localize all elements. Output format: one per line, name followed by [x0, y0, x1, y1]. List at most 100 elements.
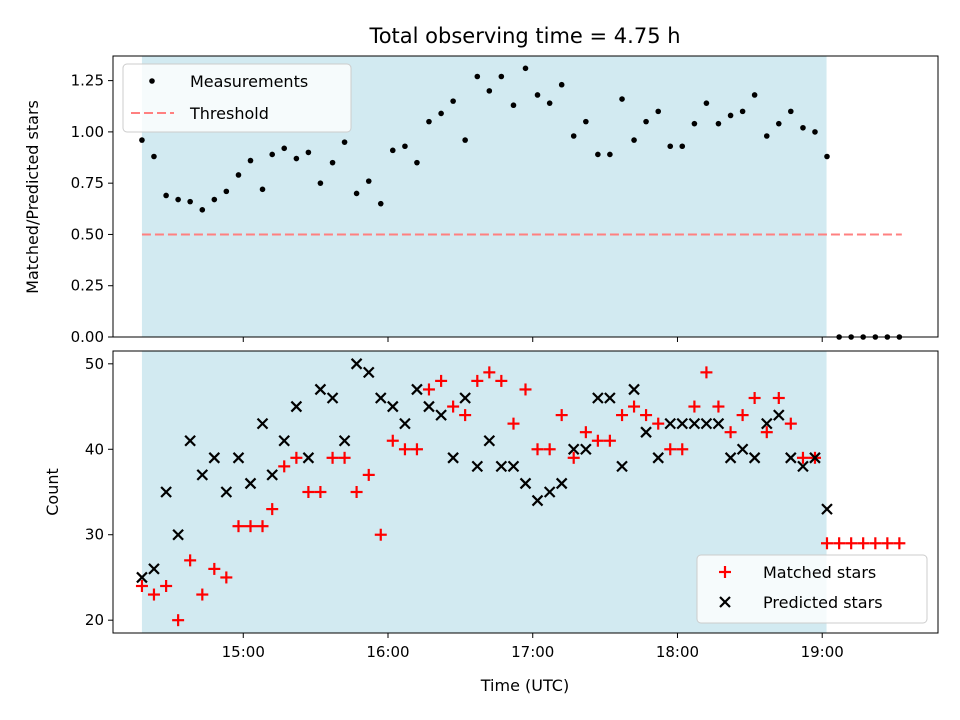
matched-star-point [893, 537, 906, 550]
measurement-point [643, 118, 649, 125]
matched-star-point [459, 409, 472, 422]
measurement-point [247, 157, 254, 164]
matched-star-point [833, 537, 846, 550]
measurement-point [259, 186, 266, 193]
predicted-star-point [423, 400, 435, 413]
top-y-axis-ticks: 0.00 0.25 0.50 0.75 1.00 1.25 [71, 72, 113, 346]
y-tick-label: 0.00 [71, 328, 104, 346]
top-y-axis-label: Matched/Predicted stars [23, 100, 42, 294]
measurement-point [619, 96, 625, 102]
legend-predicted-label: Predicted stars [763, 593, 883, 612]
predicted-star-point [411, 383, 423, 396]
predicted-star-point [374, 392, 387, 404]
predicted-star-point [232, 452, 245, 464]
predicted-star-point [447, 452, 459, 464]
matched-star-point [640, 409, 653, 422]
measurement-point [341, 139, 348, 145]
legend-measurements-label: Measurements [190, 72, 308, 91]
measurement-point [510, 102, 517, 109]
predicted-star-point [196, 469, 209, 481]
predicted-star-point [184, 434, 196, 447]
predicted-star-point [700, 417, 713, 430]
predicted-star-point [471, 460, 484, 473]
matched-star-point [688, 400, 701, 413]
legend-threshold-label: Threshold [189, 104, 269, 123]
matched-star-point [422, 383, 435, 396]
predicted-star-point [483, 434, 496, 447]
legend-matched-marker [719, 566, 731, 578]
y-tick-label: 30 [85, 526, 104, 544]
predicted-star-point [495, 460, 508, 473]
y-tick-label: 1.00 [71, 123, 104, 141]
predicted-star-point [160, 486, 172, 498]
predicted-star-point [136, 571, 148, 584]
x-tick-label: 15:00 [222, 643, 265, 661]
measurement-point [498, 73, 505, 80]
predicted-star-point [362, 366, 375, 379]
measurement-point [631, 137, 637, 143]
measurement-point [703, 100, 710, 106]
top-panel: 0.00 0.25 0.50 0.75 1.00 1.25 Matched/Predict… [23, 55, 939, 346]
matched-star-point [820, 537, 833, 550]
measurement-point [353, 190, 360, 197]
predicted-star-point [531, 494, 544, 507]
predicted-star-point [290, 400, 303, 413]
measurement-point [211, 196, 218, 203]
measurement-point [305, 149, 312, 156]
predicted-star-point [712, 417, 725, 430]
x-axis-label: Time (UTC) [480, 676, 569, 695]
x-tick-label: 19:00 [801, 643, 844, 661]
measurement-point [715, 120, 722, 127]
matched-star-point [869, 537, 882, 550]
predicted-star-point [172, 528, 184, 541]
matched-star-point [232, 520, 245, 533]
matched-star-point [256, 520, 269, 533]
predicted-star-point [616, 460, 628, 473]
y-tick-label: 0.50 [71, 225, 104, 243]
matched-star-point [700, 366, 713, 379]
matched-star-point [760, 426, 773, 439]
predicted-star-point [724, 452, 737, 464]
measurement-point [679, 143, 686, 150]
matched-star-point [579, 426, 592, 439]
measurement-point [377, 200, 384, 207]
bottom-y-axis-ticks: 20 30 40 50 [85, 355, 113, 629]
matched-star-point [326, 451, 339, 464]
measurement-point [751, 92, 758, 98]
measurement-point [595, 151, 601, 158]
predicted-star-point [314, 383, 327, 396]
predicted-star-point [386, 400, 399, 413]
predicted-star-point [676, 417, 689, 430]
predicted-star-point [604, 392, 616, 404]
predicted-star-point [338, 434, 351, 447]
measurement-point [187, 198, 193, 205]
measurement-point [317, 180, 324, 186]
matched-star-point [208, 562, 221, 575]
x-tick-label: 17:00 [511, 643, 554, 661]
predicted-star-point [519, 477, 532, 490]
matched-star-point [244, 520, 257, 533]
bottom-legend-box [696, 554, 928, 624]
measurement-point [462, 137, 468, 143]
predicted-star-point [302, 452, 315, 464]
matched-star-point [857, 537, 870, 550]
top-axes-frame [112, 55, 939, 338]
matched-star-point [507, 417, 520, 430]
matched-star-point [567, 451, 580, 464]
measurement-point [775, 120, 782, 127]
predicted-star-point [435, 409, 447, 421]
matched-star-point [748, 392, 761, 404]
matched-star-point [147, 588, 160, 601]
top-legend: Measurements Threshold [122, 63, 352, 133]
legend-matched-label: Matched stars [763, 563, 876, 582]
measurement-point [570, 133, 577, 139]
measurement-point [691, 120, 698, 127]
matched-star-point [350, 486, 363, 498]
predicted-star-point [809, 452, 821, 464]
matched-star-point [664, 443, 677, 456]
measurement-point [438, 110, 444, 117]
y-tick-label: 40 [85, 440, 104, 458]
measurement-point [199, 207, 206, 213]
measurement-points [139, 65, 903, 340]
